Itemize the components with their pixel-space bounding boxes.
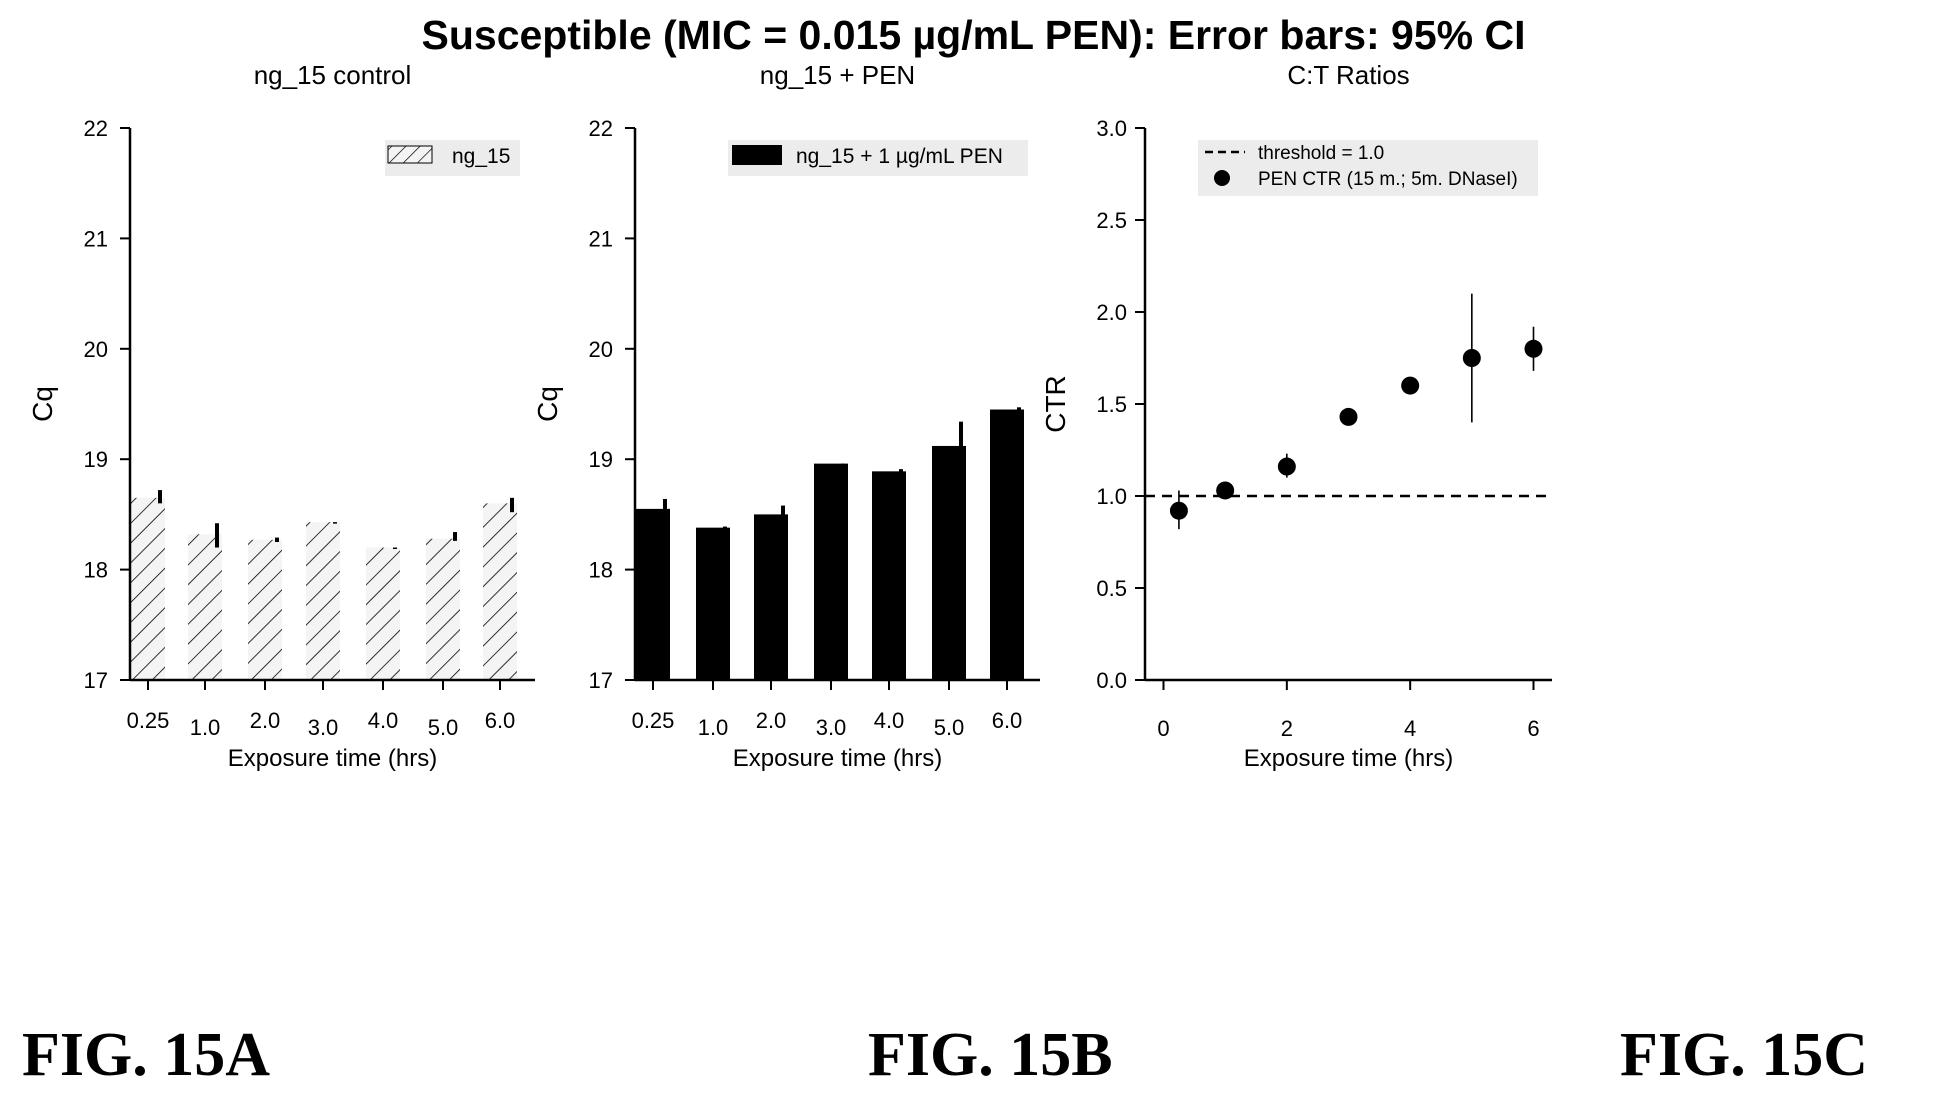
figure-label-c: FIG. 15C <box>1620 1021 1868 1089</box>
data-point <box>1401 376 1420 395</box>
x-tick-label: 1.0 <box>698 715 729 740</box>
x-tick-label: 0.25 <box>127 708 170 733</box>
x-tick-label: 0.25 <box>632 708 675 733</box>
x-axis-label: Exposure time (hrs) <box>1244 745 1453 772</box>
x-axis-label: Exposure time (hrs) <box>733 745 942 772</box>
data-point <box>1524 339 1543 358</box>
x-tick-label: 0 <box>1157 716 1169 741</box>
y-tick-label: 20 <box>84 337 108 362</box>
y-tick-label: 3.0 <box>1096 116 1127 141</box>
bar <box>426 538 460 680</box>
y-tick-label: 19 <box>589 447 613 472</box>
x-tick-label: 5.0 <box>934 715 965 740</box>
x-tick-label: 4.0 <box>874 708 905 733</box>
legend-marker-swatch <box>1214 170 1230 186</box>
chart-title: ng_15 + PEN <box>760 60 915 90</box>
data-point <box>1169 501 1188 520</box>
bar <box>306 522 340 680</box>
y-tick-label: 1.5 <box>1096 392 1127 417</box>
x-axis-label: Exposure time (hrs) <box>228 745 437 772</box>
bar <box>131 497 165 680</box>
bar <box>990 409 1024 680</box>
y-tick-label: 19 <box>84 447 108 472</box>
y-tick-label: 20 <box>589 337 613 362</box>
x-tick-label: 6 <box>1527 716 1539 741</box>
chart-panel-a: ng_15 control 0.25 1.0 2.0 3.0 4.0 5.0 6.0 17 18 1… <box>27 60 535 772</box>
y-tick-label: 21 <box>84 226 108 251</box>
legend-label: ng_15 <box>452 145 510 168</box>
bar <box>366 547 400 680</box>
x-tick-label: 1.0 <box>190 715 221 740</box>
x-tick-label: 6.0 <box>485 708 516 733</box>
legend-box <box>1198 140 1538 196</box>
chart-title: ng_15 control <box>254 60 412 90</box>
bar <box>754 514 788 680</box>
figure-label-b: FIG. 15B <box>868 1021 1113 1089</box>
bar <box>636 508 670 680</box>
bar <box>932 445 966 680</box>
y-axis-label: Cq <box>27 386 58 422</box>
bar <box>248 539 282 680</box>
data-point <box>1339 407 1358 426</box>
bar <box>872 471 906 680</box>
chart-title: C:T Ratios <box>1287 60 1409 90</box>
x-tick-label: 2.0 <box>250 708 281 733</box>
data-point <box>1216 481 1235 500</box>
y-tick-label: 22 <box>84 116 108 141</box>
y-tick-label: 2.0 <box>1096 300 1127 325</box>
y-axis-label: CTR <box>1040 375 1071 433</box>
legend-swatch <box>387 145 433 164</box>
bar <box>814 463 848 680</box>
y-tick-label: 2.5 <box>1096 208 1127 233</box>
data-point <box>1462 349 1481 367</box>
chart-panel-c: C:T Ratios 0.0 0.5 1.0 1.5 2.0 2.5 3.0 0 2 4 6 Expos… <box>1040 60 1552 772</box>
y-tick-label: 18 <box>84 558 108 583</box>
x-tick-label: 4.0 <box>368 708 399 733</box>
bar <box>696 527 730 680</box>
legend-threshold-label: threshold = 1.0 <box>1258 143 1384 164</box>
legend-label: ng_15 + 1 µg/mL PEN <box>796 145 1003 168</box>
x-tick-label: 2.0 <box>756 708 787 733</box>
y-tick-label: 22 <box>589 116 613 141</box>
figure-suptitle: Susceptible (MIC = 0.015 µg/mL PEN): Err… <box>421 12 1526 58</box>
y-tick-label: 17 <box>589 668 613 693</box>
bar <box>483 503 517 680</box>
bar <box>188 534 222 680</box>
x-tick-label: 2 <box>1281 716 1293 741</box>
y-tick-label: 21 <box>589 226 613 251</box>
legend-swatch <box>732 145 782 165</box>
y-tick-label: 18 <box>589 558 613 583</box>
x-tick-label: 3.0 <box>816 715 847 740</box>
x-tick-label: 6.0 <box>992 708 1023 733</box>
y-tick-label: 0.5 <box>1096 576 1127 601</box>
y-tick-label: 0.0 <box>1096 668 1127 693</box>
legend-series-label: PEN CTR (15 m.; 5m. DNaseI) <box>1258 169 1518 190</box>
x-tick-label: 4 <box>1404 716 1416 741</box>
y-tick-label: 17 <box>84 668 108 693</box>
y-tick-label: 1.0 <box>1096 484 1127 509</box>
y-axis-label: Cq <box>532 386 563 422</box>
x-tick-label: 5.0 <box>428 715 459 740</box>
data-point <box>1277 457 1296 476</box>
x-tick-label: 3.0 <box>308 715 339 740</box>
figure-label-a: FIG. 15A <box>22 1021 270 1089</box>
chart-panel-b: ng_15 + PEN 0.25 1.0 2.0 3.0 4.0 5.0 6.0 17 18 19 2… <box>532 60 1040 772</box>
